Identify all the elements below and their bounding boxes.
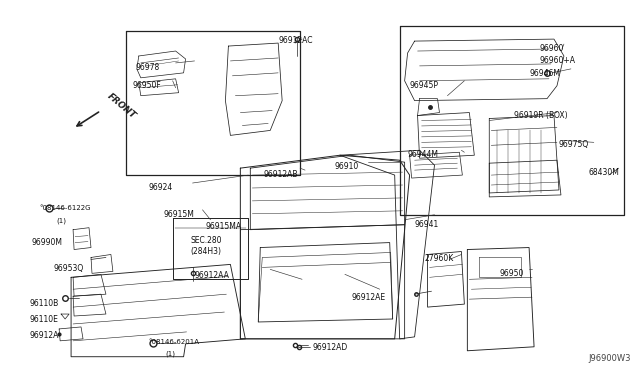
- Text: 96975Q: 96975Q: [559, 140, 589, 149]
- Text: 96960: 96960: [539, 44, 563, 53]
- Text: 96912AC: 96912AC: [278, 36, 313, 45]
- Text: °08146-6201A: °08146-6201A: [148, 339, 200, 345]
- Text: °08146-6122G: °08146-6122G: [39, 205, 91, 211]
- Text: 96945P: 96945P: [410, 81, 438, 90]
- Text: 96944M: 96944M: [408, 150, 438, 159]
- Text: 96946M: 96946M: [529, 69, 560, 78]
- Text: 96950F: 96950F: [133, 81, 161, 90]
- Text: 96960+A: 96960+A: [539, 56, 575, 65]
- Text: 96950: 96950: [499, 269, 524, 278]
- Text: 96912AA: 96912AA: [195, 271, 229, 280]
- Text: 96915MA: 96915MA: [205, 222, 242, 231]
- Text: 96910: 96910: [335, 162, 359, 171]
- Text: 68430M: 68430M: [589, 168, 620, 177]
- Text: 96912AE: 96912AE: [352, 293, 386, 302]
- Text: 96912A: 96912A: [29, 331, 59, 340]
- Text: 96110E: 96110E: [29, 315, 58, 324]
- Text: 96953Q: 96953Q: [53, 264, 83, 273]
- Text: (284H3): (284H3): [191, 247, 221, 256]
- Text: 27960K: 27960K: [424, 254, 454, 263]
- Text: (1): (1): [166, 351, 175, 357]
- Text: 96919R (BOX): 96919R (BOX): [514, 110, 568, 119]
- Text: 96941: 96941: [415, 220, 439, 229]
- Text: 96924: 96924: [148, 183, 173, 192]
- Text: FRONT: FRONT: [106, 92, 138, 121]
- Text: J96900W3: J96900W3: [588, 354, 630, 363]
- Text: 96990M: 96990M: [31, 238, 62, 247]
- Text: 96912AD: 96912AD: [312, 343, 348, 352]
- Text: 96912AB: 96912AB: [263, 170, 298, 179]
- Text: 96978: 96978: [136, 63, 160, 72]
- Text: 96110B: 96110B: [29, 299, 58, 308]
- Text: (1): (1): [56, 218, 66, 224]
- Text: 96915M: 96915M: [164, 210, 195, 219]
- Text: SEC.280: SEC.280: [191, 235, 222, 245]
